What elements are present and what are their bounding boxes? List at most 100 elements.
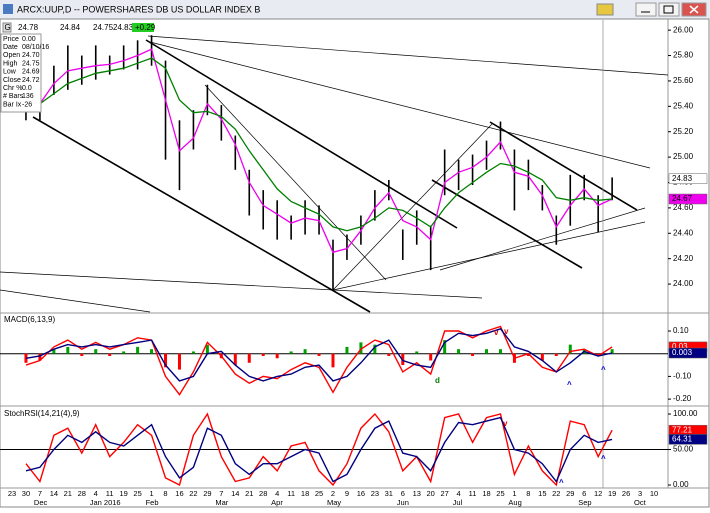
info-value: -26	[22, 101, 32, 108]
info-label: Date	[3, 44, 18, 51]
month-label: Aug	[508, 498, 521, 507]
info-label: Chr %	[3, 85, 22, 92]
x-tick-label: 14	[231, 489, 239, 498]
x-tick-label: 3	[638, 489, 642, 498]
x-tick-label: 19	[119, 489, 127, 498]
x-tick-label: 22	[189, 489, 197, 498]
annotation: v	[504, 327, 509, 336]
info-value: 24.75	[22, 60, 40, 67]
app-icon	[3, 4, 13, 14]
value-tag-label: 0.003	[672, 348, 693, 357]
x-tick-label: 16	[175, 489, 183, 498]
x-tick-label: 23	[371, 489, 379, 498]
value-tag	[668, 434, 708, 445]
histogram-bar	[66, 346, 70, 354]
histogram-bar	[429, 353, 433, 361]
trendline	[147, 35, 669, 76]
x-tick-label: 12	[594, 489, 602, 498]
month-label: Feb	[146, 498, 159, 507]
x-tick-label: 25	[315, 489, 323, 498]
value-tag-label: 77.21	[672, 425, 693, 434]
histogram-bar	[108, 353, 112, 356]
trendline	[32, 116, 371, 313]
indicator-line	[25, 416, 613, 483]
quote-low: 24.75	[93, 23, 114, 32]
button[interactable]	[2, 22, 12, 33]
histogram-bar	[373, 344, 377, 354]
histogram-bar	[38, 353, 42, 361]
x-tick-label: 23	[8, 489, 16, 498]
month-label: Jun	[397, 498, 409, 507]
month-label: Sep	[578, 498, 591, 507]
histogram-bar	[205, 344, 209, 354]
x-tick-label: 18	[482, 489, 490, 498]
maximize-button[interactable]	[658, 2, 680, 17]
maximize-icon	[663, 5, 674, 14]
x-tick-label: 29	[566, 489, 574, 498]
frame	[0, 18, 710, 508]
histogram-bar	[498, 349, 502, 354]
histogram-bar	[387, 353, 391, 356]
histogram-bar	[317, 353, 321, 356]
button-label: G	[5, 23, 11, 32]
y-tick-label: 25.00	[673, 152, 694, 161]
x-tick-label: 2	[331, 489, 335, 498]
x-tick-label: 13	[413, 489, 421, 498]
histogram-bar	[289, 351, 293, 354]
info-label: # Bars	[3, 93, 24, 100]
histogram-bar	[568, 344, 572, 354]
currency-button[interactable]	[596, 3, 614, 16]
value-tag-label: 24.83	[672, 174, 693, 183]
info-label: Price	[3, 36, 19, 43]
x-tick-label: 30	[22, 489, 30, 498]
minimize-button[interactable]	[635, 2, 657, 17]
histogram-bar	[94, 349, 98, 354]
y-tick-label: 0.10	[673, 326, 689, 335]
quote-change: +0.29	[135, 23, 156, 32]
histogram-bar	[443, 340, 447, 354]
histogram-bar	[331, 353, 335, 368]
histogram-bar	[275, 353, 279, 359]
title-bar	[0, 0, 710, 19]
indicator-line	[25, 412, 613, 487]
x-tick-label: 7	[38, 489, 42, 498]
month-label: Jan 2016	[90, 498, 121, 507]
annotation: ^	[559, 478, 564, 487]
trendline	[149, 41, 651, 169]
marks: 26.0025.8025.6025.4025.2025.0024.8024.60…	[0, 25, 708, 507]
histogram-bar	[247, 353, 251, 363]
info-value: 08/10/16	[22, 44, 49, 51]
x-tick-label: 21	[64, 489, 72, 498]
histogram-bar	[261, 353, 265, 356]
histogram-bar	[233, 353, 237, 366]
histogram-bar	[457, 349, 461, 354]
histogram-bar	[415, 351, 419, 354]
x-tick-label: 29	[203, 489, 211, 498]
x-tick-label: 11	[287, 489, 295, 498]
y-tick-label: 24.20	[673, 254, 694, 263]
value-tag-label: 0.03	[672, 342, 688, 351]
month-label: Mar	[215, 498, 228, 507]
panel-title: MACD(6,13,9)	[4, 315, 55, 324]
trendline	[0, 289, 151, 313]
histogram-bar	[136, 346, 140, 354]
info-label: Low	[3, 69, 17, 76]
info-label: Close	[3, 77, 21, 84]
y-tick-label: -0.10	[673, 372, 692, 381]
x-tick-label: 10	[650, 489, 658, 498]
histogram-bar	[610, 349, 614, 354]
x-tick-label: 6	[582, 489, 586, 498]
x-tick-label: 18	[301, 489, 309, 498]
x-tick-label: 26	[622, 489, 630, 498]
quote-high: 24.84	[60, 23, 81, 32]
x-tick-label: 25	[133, 489, 141, 498]
x-tick-label: 22	[552, 489, 560, 498]
histogram-bar	[554, 353, 558, 356]
histogram-bar	[80, 353, 84, 356]
y-tick-label: 24.40	[673, 228, 694, 237]
histogram-bar	[191, 351, 195, 354]
annotation: v	[503, 419, 508, 428]
close-icon	[689, 5, 699, 14]
